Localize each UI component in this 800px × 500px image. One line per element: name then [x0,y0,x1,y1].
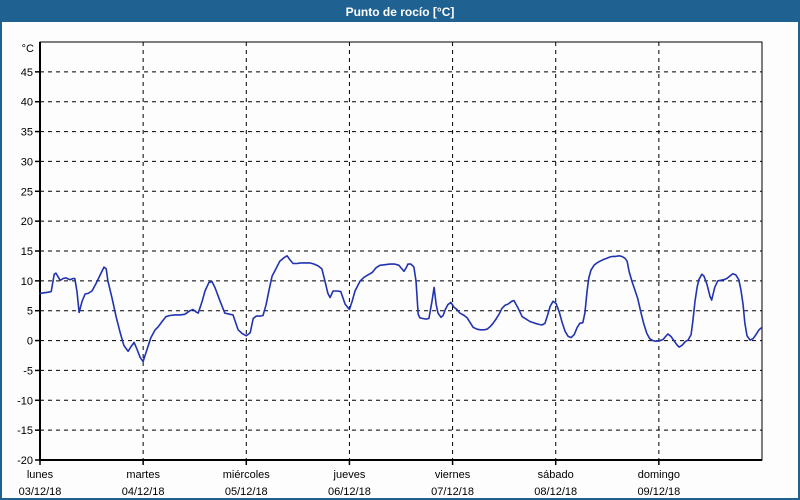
day-name-label: jueves [333,469,366,481]
y-tick-label: 15 [21,246,33,258]
y-tick-label: 20 [21,216,33,228]
day-date-label: 07/12/18 [431,486,474,498]
day-date-label: 08/12/18 [534,486,577,498]
y-tick-label: 30 [21,156,33,168]
y-tick-label: 35 [21,127,33,139]
day-name-label: lunes [27,469,54,481]
day-name-label: domingo [638,469,680,481]
chart-area: 45 40 35 30 25 20 15 10 5 0 -5 -10 -15 -20 °C lunes 03/1… [2,22,798,498]
y-tick-label: 10 [21,276,33,288]
dew-point-line [39,255,762,363]
y-tick-label: 0 [27,336,33,348]
y-tick-label: -10 [17,395,33,407]
y-tick-label: -20 [17,455,33,467]
day-name-label: viernes [435,469,471,481]
day-name-label: martes [126,469,160,481]
y-tick-label: -5 [23,365,33,377]
day-date-label: 05/12/18 [225,486,268,498]
day-date-label: 06/12/18 [328,486,371,498]
day-date-label: 03/12/18 [19,486,62,498]
chart-titlebar: Punto de rocío [°C] [2,2,798,22]
day-date-label: 04/12/18 [122,486,165,498]
chart-title: Punto de rocío [°C] [345,5,455,19]
y-tick-label: 40 [21,97,33,109]
y-unit-label: °C [22,43,34,55]
y-tick-label: 5 [27,306,33,318]
day-name-label: miércoles [223,469,271,481]
y-tick-label: 45 [21,67,33,79]
y-tick-label: -15 [17,425,33,437]
day-date-label: 09/12/18 [637,486,680,498]
day-name-label: sábado [538,469,574,481]
y-tick-label: 25 [21,186,33,198]
